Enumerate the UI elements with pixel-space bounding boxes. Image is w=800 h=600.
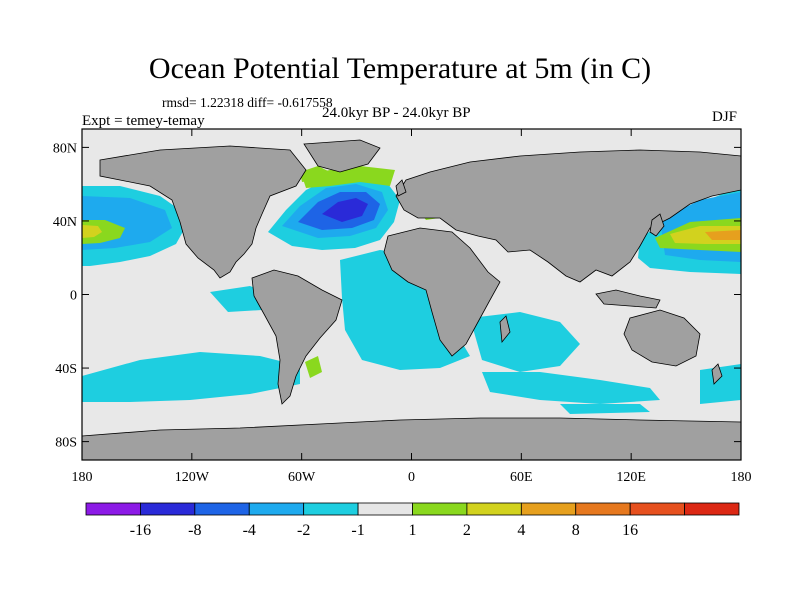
land-australia xyxy=(623,309,701,367)
anomaly-field xyxy=(82,166,741,414)
anomaly-kuroshio-peak xyxy=(705,230,741,240)
lat-tick-label: 80N xyxy=(53,141,77,156)
colorbar-swatch xyxy=(85,502,141,516)
land-japan xyxy=(649,213,665,237)
plot-title: Ocean Potential Temperature at 5m (in C) xyxy=(148,52,652,85)
lon-tick-label: 60W xyxy=(288,470,316,485)
anomaly-labrador-warm xyxy=(300,166,330,182)
land-madagascar xyxy=(499,315,511,344)
land-indonesia xyxy=(595,289,661,309)
colorbar-label: 1 xyxy=(409,522,417,539)
anomaly-north-pacific-east-hot xyxy=(82,225,102,238)
lat-tick-label: 80S xyxy=(55,436,77,451)
land-africa xyxy=(383,227,501,357)
anomaly-south-atlantic xyxy=(340,250,470,370)
period-text: 24.0kyr BP - 24.0kyr BP xyxy=(322,105,471,121)
anomaly-south-indian-band xyxy=(482,372,660,404)
colorbar-swatch xyxy=(303,502,359,516)
lat-tick-label: 0 xyxy=(70,289,77,304)
stats-text: rmsd= 1.22318 diff= -0.617558 xyxy=(162,95,333,110)
colorbar-label: -1 xyxy=(351,522,364,539)
anomaly-north-atlantic-core xyxy=(322,198,368,222)
colorbar-swatch xyxy=(248,502,305,516)
lon-tick-label: 120E xyxy=(616,470,646,485)
lon-tick-label: 60E xyxy=(510,470,533,485)
colorbar-swatch xyxy=(575,502,631,516)
colorbar-swatch xyxy=(684,502,740,516)
colorbar-label: 4 xyxy=(517,522,525,539)
land-south-america xyxy=(251,269,343,405)
anomaly-indian-ocean xyxy=(470,312,580,372)
colorbar-swatch xyxy=(412,502,468,516)
land-new-zealand xyxy=(711,363,723,385)
colorbar-swatch xyxy=(629,502,685,516)
anomaly-patagonia-warm xyxy=(305,356,322,378)
lon-tick-label: 0 xyxy=(408,470,415,485)
colorbar-label: -8 xyxy=(188,522,201,539)
colorbar-swatch xyxy=(194,502,250,516)
land-greenland xyxy=(303,139,381,173)
map-plot-area xyxy=(82,139,741,460)
colorbar-swatch xyxy=(520,502,577,516)
colorbar-label: -4 xyxy=(243,522,256,539)
anomaly-south-pacific-band xyxy=(82,352,300,402)
land-uk xyxy=(395,179,407,197)
colorbar-label: 16 xyxy=(622,522,638,539)
lon-tick-label: 120W xyxy=(175,470,210,485)
anomaly-south-pacific-west xyxy=(700,364,741,404)
season-label: DJF xyxy=(712,109,738,125)
land-eurasia xyxy=(395,149,741,283)
colorbar-swatch xyxy=(466,502,522,516)
lat-tick-label: 40N xyxy=(53,215,77,230)
land-masses xyxy=(82,139,741,460)
anomaly-southern-ocean-strip xyxy=(560,404,650,414)
experiment-label: Expt = temey-temay xyxy=(82,113,205,129)
colorbar-label: 2 xyxy=(463,522,471,539)
colorbar-swatch xyxy=(357,502,413,516)
axis-ticks: 180 120W 60W 0 60E 120E 180 80N 40N 0 40S 80S xyxy=(53,129,752,485)
lon-tick-label: 180 xyxy=(72,470,93,485)
lon-tick-label: 180 xyxy=(731,470,752,485)
colorbar: -16 -8 -4 -2 -1 1 2 4 8 16 xyxy=(85,502,740,539)
colorbar-label: -16 xyxy=(130,522,151,539)
lat-tick-label: 40S xyxy=(55,362,77,377)
colorbar-label: -2 xyxy=(297,522,310,539)
land-north-america xyxy=(99,145,307,279)
colorbar-swatch xyxy=(140,502,196,516)
colorbar-label: 8 xyxy=(572,522,580,539)
land-antarctica xyxy=(82,417,741,460)
